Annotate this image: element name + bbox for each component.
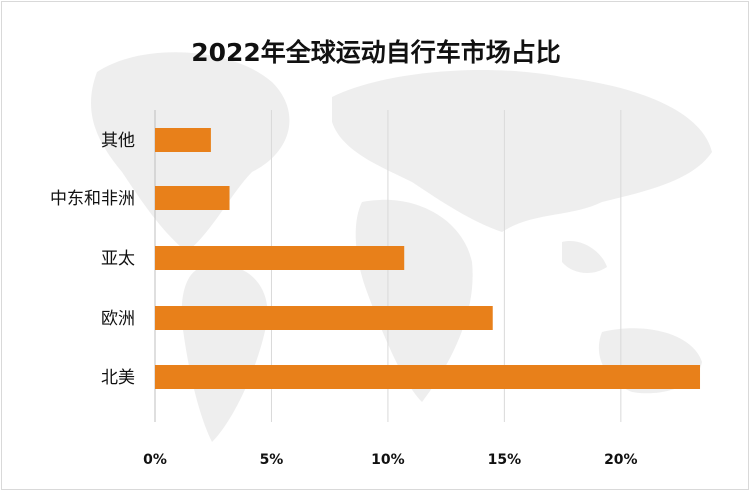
bar: [155, 186, 230, 210]
bars: [155, 128, 701, 389]
category-label: 其他: [101, 131, 135, 151]
x-tick-label: 5%: [260, 452, 284, 468]
bar: [155, 306, 493, 330]
x-tick-label: 0%: [143, 452, 167, 468]
category-labels: 北美 欧洲 亚太 中东和非洲 其他: [50, 131, 135, 388]
category-label: 亚太: [101, 249, 135, 269]
x-tick-label: 20%: [604, 452, 638, 468]
x-tick-label: 10%: [371, 452, 405, 468]
bar: [155, 365, 701, 389]
x-tick-label: 15%: [488, 452, 522, 468]
bar: [155, 246, 405, 270]
chart-title: 2022年全球运动自行车市场占比: [191, 38, 561, 67]
x-tick-labels: 0% 5% 10% 15% 20%: [143, 452, 637, 468]
category-label: 北美: [101, 368, 135, 388]
category-label: 中东和非洲: [50, 189, 135, 209]
bar: [155, 128, 211, 152]
category-label: 欧洲: [101, 309, 135, 329]
